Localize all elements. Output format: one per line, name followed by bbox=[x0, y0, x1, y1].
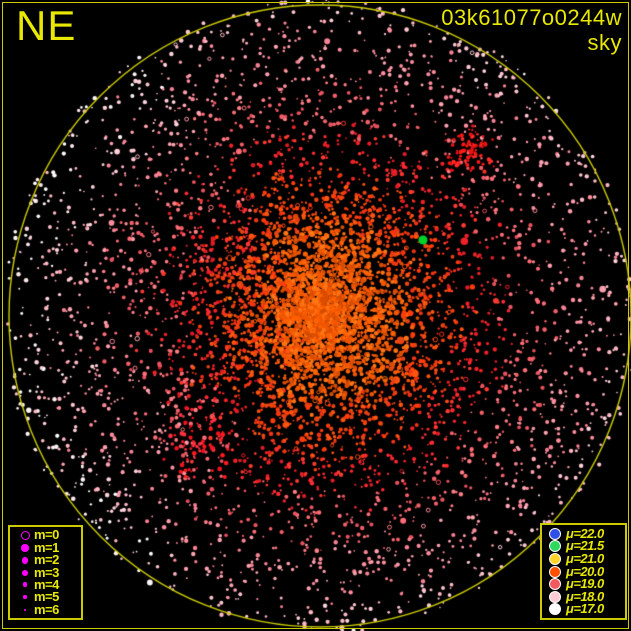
magnitude-legend: m=0 m=1 m=2 m=3 m=4 m=5 m=6 bbox=[8, 525, 83, 620]
legend-row: m=5 bbox=[16, 589, 81, 605]
mu-dot-icon bbox=[549, 578, 561, 591]
magnitude-dot-icon bbox=[23, 595, 27, 600]
legend-label: m=0 bbox=[34, 527, 59, 543]
mu-dot-icon bbox=[549, 565, 561, 578]
legend-row: μ=21.0 bbox=[547, 550, 625, 566]
mu-dot-icon bbox=[549, 540, 561, 553]
legend-row: m=1 bbox=[16, 539, 81, 555]
quadrant-label: NE bbox=[16, 2, 77, 49]
legend-label: m=1 bbox=[34, 539, 59, 555]
legend-row: μ=19.0 bbox=[547, 576, 625, 592]
legend-label: μ=19.0 bbox=[566, 576, 604, 592]
legend-label: m=6 bbox=[34, 601, 59, 617]
legend-label: m=4 bbox=[34, 576, 59, 592]
legend-row: m=0 bbox=[16, 527, 81, 543]
magnitude-dot-icon bbox=[22, 582, 28, 588]
title-block: 03k61077o0244w sky bbox=[441, 5, 622, 55]
mu-dot-icon bbox=[549, 527, 561, 540]
legend-label: m=5 bbox=[34, 589, 59, 605]
legend-label: μ=20.0 bbox=[566, 563, 604, 579]
legend-row: m=3 bbox=[16, 564, 81, 580]
legend-row: m=4 bbox=[16, 576, 81, 592]
legend-row: m=2 bbox=[16, 552, 81, 568]
magnitude-dot-icon bbox=[23, 608, 27, 611]
legend-label: μ=18.0 bbox=[566, 588, 604, 604]
magnitude-dot-icon bbox=[22, 569, 28, 576]
legend-label: μ=22.0 bbox=[566, 525, 604, 541]
legend-row: μ=17.0 bbox=[547, 601, 625, 617]
magnitude-dot-icon bbox=[21, 544, 29, 552]
mu-dot-icon bbox=[549, 552, 561, 565]
legend-label: m=2 bbox=[34, 552, 59, 568]
legend-row: m=6 bbox=[16, 601, 81, 617]
legend-label: m=3 bbox=[34, 564, 59, 580]
legend-row: μ=20.0 bbox=[547, 563, 625, 579]
legend-row: μ=21.5 bbox=[547, 538, 625, 554]
legend-label: μ=17.0 bbox=[566, 601, 604, 617]
legend-row: μ=22.0 bbox=[547, 525, 625, 541]
sky-label: sky bbox=[587, 30, 622, 55]
field-title: 03k61077o0244w bbox=[441, 5, 622, 30]
magnitude-dot-icon bbox=[20, 530, 30, 540]
legend-label: μ=21.5 bbox=[566, 538, 604, 554]
magnitude-dot-icon bbox=[21, 556, 29, 564]
mu-legend: μ=22.0 μ=21.5 μ=21.0 μ=20.0 μ=19.0 μ=18.… bbox=[540, 523, 627, 620]
legend-row: μ=18.0 bbox=[547, 588, 625, 604]
mu-dot-icon bbox=[549, 590, 561, 603]
legend-label: μ=21.0 bbox=[566, 550, 604, 566]
mu-dot-icon bbox=[549, 603, 561, 616]
